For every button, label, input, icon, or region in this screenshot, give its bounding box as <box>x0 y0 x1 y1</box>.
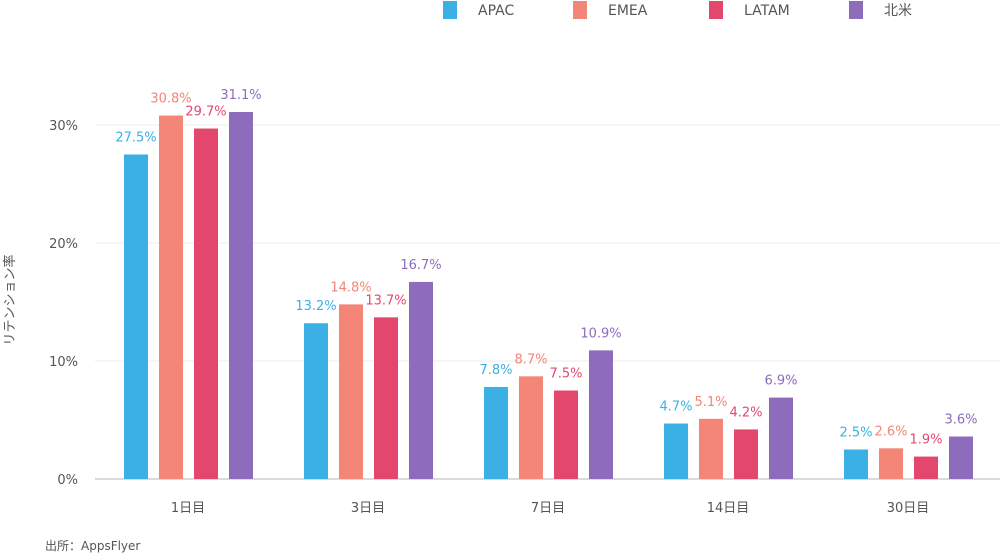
x-tick-label: 7日目 <box>531 501 565 516</box>
data-label: 7.5% <box>549 367 582 382</box>
data-label: 1.9% <box>909 433 942 448</box>
legend-swatch <box>573 1 587 19</box>
data-label: 4.2% <box>729 405 762 420</box>
data-label: 8.7% <box>514 352 547 367</box>
data-label: 2.5% <box>839 426 872 441</box>
data-label: 10.9% <box>580 326 621 341</box>
data-label: 30.8% <box>150 92 191 107</box>
bar-北米-7日目 <box>589 350 613 479</box>
x-tick-label: 30日目 <box>887 501 930 516</box>
legend-swatch <box>443 1 457 19</box>
bar-APAC-7日目 <box>484 386 508 479</box>
bar-北米-3日目 <box>409 281 433 479</box>
bar-北米-14日目 <box>769 397 793 479</box>
x-tick-label: 14日目 <box>707 501 750 516</box>
bar-LATAM-1日目 <box>194 128 218 480</box>
y-tick-label: 20% <box>49 237 78 252</box>
y-axis-label: リテンション率 <box>2 254 18 345</box>
legend-label: EMEA <box>608 3 648 19</box>
data-label: 13.2% <box>295 299 336 314</box>
data-label: 5.1% <box>694 395 727 410</box>
bar-北米-30日目 <box>949 436 973 479</box>
data-label: 31.1% <box>220 88 261 103</box>
y-tick-label: 10% <box>49 355 78 370</box>
bar-LATAM-30日目 <box>914 456 938 479</box>
bar-EMEA-30日目 <box>879 448 903 479</box>
y-tick-label: 0% <box>57 473 78 488</box>
bar-APAC-30日目 <box>844 449 868 479</box>
bar-EMEA-14日目 <box>699 418 723 479</box>
bar-APAC-3日目 <box>304 323 328 479</box>
x-tick-label: 3日目 <box>351 501 385 516</box>
data-label: 27.5% <box>115 131 156 146</box>
data-label: 6.9% <box>764 374 797 389</box>
legend-label: LATAM <box>744 3 790 19</box>
data-label: 2.6% <box>874 424 907 439</box>
bar-EMEA-7日目 <box>519 376 543 479</box>
bar-EMEA-1日目 <box>159 115 183 479</box>
data-label: 13.7% <box>365 293 406 308</box>
data-label: 29.7% <box>185 105 226 120</box>
bar-LATAM-3日目 <box>374 317 398 479</box>
y-tick-label: 30% <box>49 119 78 134</box>
bar-EMEA-3日目 <box>339 304 363 479</box>
legend-swatch <box>849 1 863 19</box>
data-label: 16.7% <box>400 258 441 273</box>
legend-label: APAC <box>478 3 514 19</box>
data-label: 14.8% <box>330 280 371 295</box>
legend-swatch <box>709 1 723 19</box>
data-label: 4.7% <box>659 400 692 415</box>
data-label: 7.8% <box>479 363 512 378</box>
bar-LATAM-7日目 <box>554 390 578 479</box>
source-note: 出所：AppsFlyer <box>45 539 140 553</box>
bar-APAC-14日目 <box>664 423 688 479</box>
bar-APAC-1日目 <box>124 154 148 479</box>
bar-北米-1日目 <box>229 112 253 480</box>
legend-label: 北米 <box>884 3 912 19</box>
data-label: 3.6% <box>944 413 977 428</box>
bar-LATAM-14日目 <box>734 429 758 479</box>
x-tick-label: 1日目 <box>171 501 205 516</box>
